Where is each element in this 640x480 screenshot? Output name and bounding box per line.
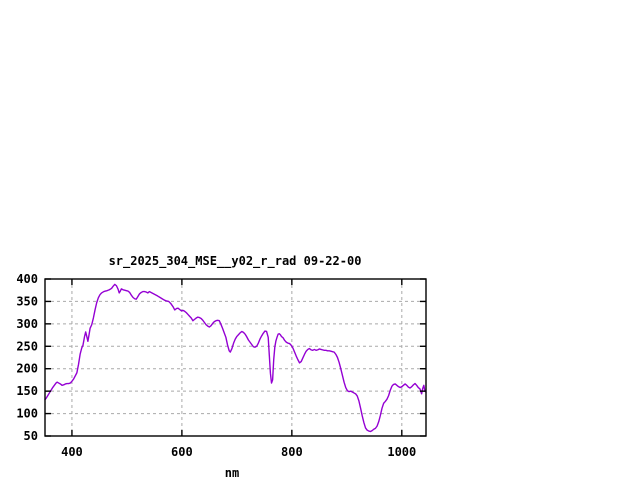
x-tick-label: 400 — [61, 445, 83, 459]
y-tick-label: 400 — [16, 272, 38, 286]
chart-title: sr_2025_304_MSE__y02_r_rad 09-22-00 — [109, 254, 362, 269]
y-tick-label: 250 — [16, 339, 38, 353]
y-axis-tick-labels: 400 350 300 250 200 150 100 50 — [16, 272, 38, 443]
x-axis-tick-labels: 400 600 800 1000 — [61, 445, 416, 459]
spectrum-data-line — [44, 283, 427, 433]
x-axis-title: nm — [225, 466, 239, 480]
plot-border — [44, 278, 427, 437]
x-tick-label: 1000 — [387, 445, 416, 459]
y-tick-label: 50 — [24, 429, 38, 443]
y-tick-label: 150 — [16, 384, 38, 398]
x-tick-label: 800 — [281, 445, 303, 459]
y-tick-label: 300 — [16, 317, 38, 331]
y-tick-label: 200 — [16, 362, 38, 376]
grid-lines — [45, 279, 426, 436]
axis-ticks — [45, 278, 426, 437]
y-tick-label: 350 — [16, 294, 38, 308]
y-tick-label: 100 — [16, 407, 38, 421]
x-tick-label: 600 — [171, 445, 193, 459]
